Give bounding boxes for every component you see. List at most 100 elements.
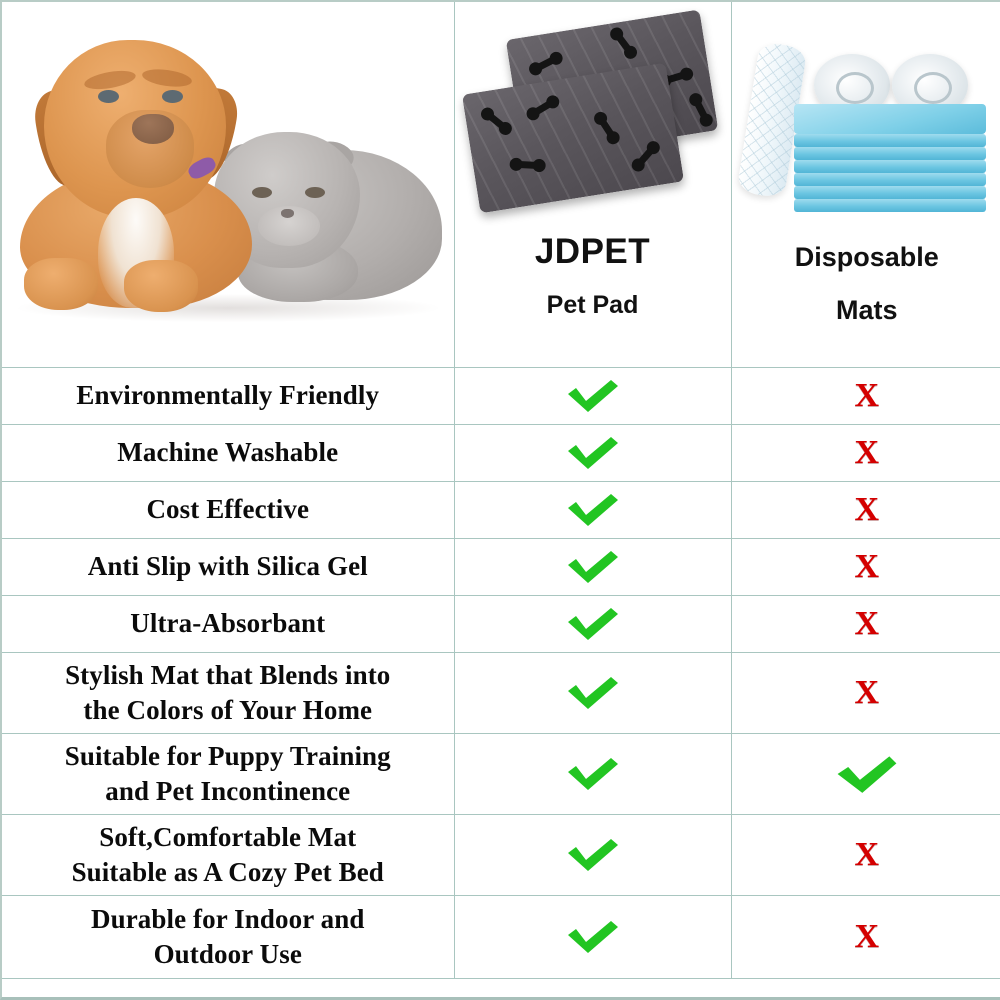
check-mark-icon	[567, 436, 618, 469]
brand-product-type: Pet Pad	[546, 291, 639, 319]
jdpet-verdict-cell	[454, 538, 732, 596]
bone-icon	[533, 55, 558, 73]
feature-label-line: Machine Washable	[117, 437, 339, 468]
feature-label: Durable for Indoor and Outdoor Use	[2, 895, 455, 979]
mat-sheet	[793, 173, 986, 186]
jdpet-verdict-cell	[454, 814, 732, 896]
cross-mark-icon: X	[854, 376, 880, 414]
table-row: Environmentally Friendly X	[2, 367, 1000, 425]
bone-icon	[514, 160, 540, 170]
competitor-product-type: Mats	[835, 295, 898, 325]
feature-label: Machine Washable	[2, 424, 455, 482]
disposable-verdict-cell: X	[731, 424, 1000, 482]
competitor-column-header: Disposable Mats	[731, 2, 1000, 368]
mat-sheet	[793, 147, 986, 160]
feature-label: Ultra-Absorbant	[2, 595, 455, 653]
feature-label-line: Suitable as A Cozy Pet Bed	[71, 856, 384, 887]
brand-column-header: JDPET Pet Pad	[454, 2, 732, 368]
puppy-and-cat-photo	[2, 2, 453, 366]
check-mark-icon	[567, 550, 618, 583]
feature-label-line: Suitable for Puppy Training	[64, 740, 391, 771]
feature-label-line: Cost Effective	[146, 494, 310, 525]
check-mark-icon	[567, 379, 618, 412]
pet-pad-front	[461, 62, 684, 214]
bone-icon	[613, 31, 634, 55]
table-row: Suitable for Puppy Training and Pet Incon…	[2, 733, 1000, 815]
jdpet-verdict-cell	[454, 595, 732, 653]
feature-label-line: Stylish Mat that Blends into	[65, 659, 391, 690]
jdpet-verdict-cell	[454, 367, 732, 425]
hero-photo-cell	[2, 2, 455, 368]
feature-label-line: Soft,Comfortable Mat	[99, 821, 357, 852]
table-row: Cost Effective X	[2, 481, 1000, 539]
cat-eye-right	[305, 187, 325, 198]
disposable-verdict-cell: X	[731, 895, 1000, 979]
dog-eye-right	[162, 90, 183, 103]
table-body: JDPET Pet Pad	[2, 2, 1000, 979]
dog-nose	[132, 114, 174, 144]
disposable-verdict-cell: X	[731, 538, 1000, 596]
cat-nose	[281, 209, 294, 218]
check-mark-icon	[567, 838, 618, 871]
table-row: Machine Washable X	[2, 424, 1000, 482]
jdpet-verdict-cell	[454, 652, 732, 734]
cross-mark-icon: X	[854, 490, 880, 528]
feature-label-line: Environmentally Friendly	[76, 380, 380, 411]
feature-label-line: the Colors of Your Home	[83, 694, 373, 725]
dog-eye-left	[98, 90, 119, 103]
bone-icon	[484, 110, 508, 132]
bone-icon	[691, 97, 710, 123]
disposable-verdict-cell: X	[731, 814, 1000, 896]
jdpet-verdict-cell	[454, 733, 732, 815]
table-row: Stylish Mat that Blends into the Colors o…	[2, 652, 1000, 734]
feature-label: Cost Effective	[2, 481, 455, 539]
disposable-verdict-cell: X	[731, 367, 1000, 425]
jdpet-verdict-cell	[454, 895, 732, 979]
table-row: Anti Slip with Silica Gel X	[2, 538, 1000, 596]
feature-label: Suitable for Puppy Training and Pet Incon…	[2, 733, 455, 815]
cross-mark-icon: X	[854, 547, 880, 585]
feature-label-line: Durable for Indoor and	[90, 903, 365, 934]
check-mark-icon	[567, 676, 618, 709]
bone-icon	[530, 98, 555, 118]
disposable-verdict-cell: X	[731, 595, 1000, 653]
disposable-verdict-cell: X	[731, 481, 1000, 539]
cross-mark-icon: X	[854, 433, 880, 471]
table-row: Durable for Indoor and Outdoor Use X	[2, 895, 1000, 979]
mat-sheet	[793, 134, 986, 147]
competitor-name: Disposable	[794, 242, 939, 272]
dog-paw-right	[124, 260, 198, 312]
feature-label: Anti Slip with Silica Gel	[2, 538, 455, 596]
cross-mark-icon: X	[854, 604, 880, 642]
feature-label-line: Ultra-Absorbant	[130, 608, 326, 639]
check-mark-icon	[567, 607, 618, 640]
disposable-verdict-cell: X	[731, 652, 1000, 734]
pet-pad-illustration	[461, 9, 722, 216]
check-mark-icon	[567, 493, 618, 526]
comparison-table: JDPET Pet Pad	[2, 2, 1000, 979]
mat-stack	[793, 104, 986, 212]
brand-name: JDPET	[534, 232, 651, 271]
feature-label: Soft,Comfortable Mat Suitable as A Cozy P…	[2, 814, 455, 896]
mat-sheet	[793, 186, 986, 199]
feature-label-line: and Pet Incontinence	[105, 775, 351, 806]
table-row: Soft,Comfortable Mat Suitable as A Cozy P…	[2, 814, 1000, 896]
check-mark-icon	[567, 920, 618, 953]
jdpet-verdict-cell	[454, 481, 732, 539]
check-mark-icon	[837, 755, 897, 793]
bone-icon	[634, 144, 656, 168]
cross-mark-icon: X	[854, 835, 880, 873]
feature-label: Environmentally Friendly	[2, 367, 455, 425]
table-header-row: JDPET Pet Pad	[2, 2, 1000, 368]
mat-sheet	[793, 160, 986, 173]
cross-mark-icon: X	[854, 917, 880, 955]
feature-label-line: Anti Slip with Silica Gel	[87, 551, 368, 582]
feature-label-line: Outdoor Use	[153, 938, 302, 969]
check-mark-icon	[567, 757, 618, 790]
table-row: Ultra-Absorbant X	[2, 595, 1000, 653]
feature-label: Stylish Mat that Blends into the Colors o…	[2, 652, 455, 734]
disposable-mats-illustration	[736, 16, 992, 216]
mat-sheet	[793, 199, 986, 212]
dog-paw-left	[24, 258, 98, 310]
